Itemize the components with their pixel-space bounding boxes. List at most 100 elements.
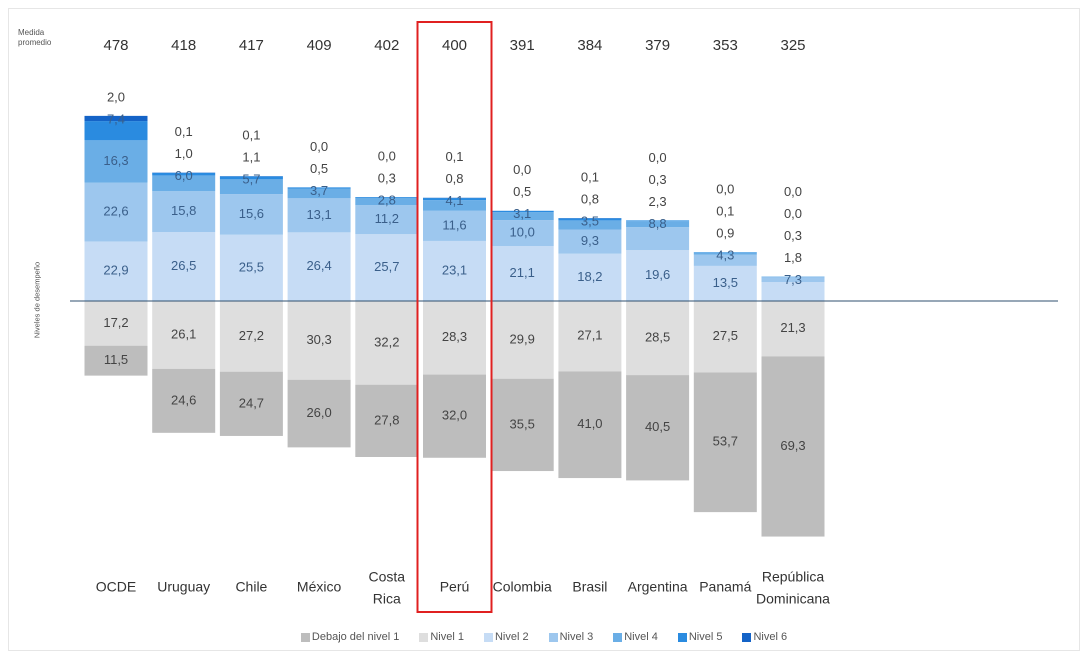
bar-segment [423, 198, 486, 201]
bar-value-label: 1,0 [175, 146, 193, 161]
bar-value-label: 69,3 [780, 438, 805, 453]
bar-value-label: 24,7 [239, 395, 264, 410]
bar-segment [693, 265, 757, 301]
bar-value-label: 27,2 [239, 328, 264, 343]
mean-score-value: 418 [171, 37, 196, 54]
mean-score-value: 409 [307, 37, 332, 54]
bar-segment [84, 121, 148, 141]
bar-value-label: 21,3 [780, 320, 805, 335]
legend-item: Nivel 1 [419, 631, 464, 643]
bar-segment [84, 182, 148, 242]
legend-item: Nivel 3 [548, 631, 593, 643]
bar-value-label: 0,3 [378, 170, 396, 185]
bar-segment [219, 234, 283, 301]
bar-value-label: 32,0 [442, 408, 467, 423]
legend-swatch [742, 632, 752, 642]
category-label: República [762, 569, 824, 585]
bar-segment [355, 384, 419, 457]
bar-value-label: 0,3 [649, 172, 667, 187]
bar-value-label: 29,9 [510, 331, 535, 346]
bar-value-label: 0,0 [716, 182, 734, 197]
bar-value-label: 0,3 [784, 228, 802, 243]
bar-value-label: 1,8 [784, 250, 802, 265]
bar-segment [152, 301, 216, 369]
bar-value-label: 21,1 [510, 265, 535, 280]
bar-value-label: 32,2 [374, 334, 399, 349]
bar-segment [152, 191, 216, 233]
mean-score-value: 400 [442, 37, 467, 54]
bar-segment [287, 301, 351, 380]
bar-segment [152, 232, 216, 301]
bar-value-label: 7,3 [784, 272, 802, 287]
legend-label: Nivel 4 [624, 631, 658, 643]
bar-value-label: 3,7 [310, 183, 328, 198]
bar-value-label: 28,5 [645, 329, 670, 344]
bar-segment [219, 176, 283, 180]
bar-segment [287, 198, 351, 233]
bar-segment [693, 252, 757, 255]
bar-segment [626, 301, 690, 376]
bar-value-label: 22,6 [103, 204, 128, 219]
bar-value-label: 0,0 [513, 162, 531, 177]
mean-score-value: 353 [713, 37, 738, 54]
bar-segment [490, 301, 554, 379]
bar-value-label: 0,5 [310, 161, 328, 176]
legend-label: Debajo del nivel 1 [311, 631, 400, 643]
category-label: México [297, 579, 342, 595]
bar-segment [558, 229, 622, 254]
highlight-box [416, 21, 493, 613]
bar-value-label: 23,1 [442, 262, 467, 277]
bar-segment [152, 368, 216, 433]
bar-segment [693, 301, 757, 373]
bar-segment [355, 197, 419, 206]
bar-value-label: 0,8 [445, 171, 463, 186]
bar-segment [84, 301, 148, 346]
bar-segment [152, 172, 216, 176]
bar-value-label: 6,0 [175, 168, 193, 183]
legend-swatch [419, 632, 429, 642]
bar-value-label: 0,1 [242, 128, 260, 143]
bar-value-label: 0,9 [716, 226, 734, 241]
legend-label: Nivel 2 [494, 631, 529, 643]
bar-segment [423, 301, 486, 375]
bar-segment [761, 276, 825, 278]
bar-segment [490, 210, 554, 213]
bar-value-label: 13,5 [713, 275, 738, 290]
chart-legend: Debajo del nivel 1 Nivel 1 Nivel 2 Nivel 3 N… [0, 631, 1088, 643]
bar-segment [355, 197, 419, 198]
legend-item: Debajo del nivel 1 [300, 631, 400, 643]
bar-segment [423, 210, 486, 241]
bar-segment [423, 240, 486, 301]
legend-item: Nivel 2 [483, 631, 529, 643]
bar-segment [287, 232, 351, 301]
bar-value-label: 30,3 [306, 332, 331, 347]
category-label: Brasil [572, 579, 607, 595]
category-label: Dominicana [756, 591, 830, 607]
mean-score-value: 384 [577, 37, 602, 54]
bar-value-label: 7,4 [107, 111, 125, 126]
bar-segment [761, 356, 825, 537]
bar-value-label: 13,1 [306, 207, 331, 222]
mean-score-value: 417 [239, 37, 264, 54]
bar-segment [84, 140, 148, 183]
bar-segment [626, 221, 690, 228]
category-label: Argentina [628, 579, 688, 595]
legend-swatch [300, 632, 310, 642]
bar-value-label: 40,5 [645, 419, 670, 434]
bar-value-label: 53,7 [713, 434, 738, 449]
bar-value-label: 18,2 [577, 269, 602, 284]
bar-segment [761, 301, 825, 357]
bar-segment [490, 378, 554, 472]
bar-segment [558, 218, 622, 221]
bar-value-label: 9,3 [581, 233, 599, 248]
bar-value-label: 0,1 [716, 204, 734, 219]
bar-segment [287, 187, 351, 189]
bar-segment [423, 200, 486, 211]
bar-segment [355, 301, 419, 385]
bar-value-label: 19,6 [645, 267, 670, 282]
legend-label: Nivel 5 [688, 631, 723, 643]
bar-value-label: 4,3 [716, 248, 734, 263]
bar-value-label: 8,8 [649, 216, 667, 231]
bar-segment [490, 246, 554, 301]
